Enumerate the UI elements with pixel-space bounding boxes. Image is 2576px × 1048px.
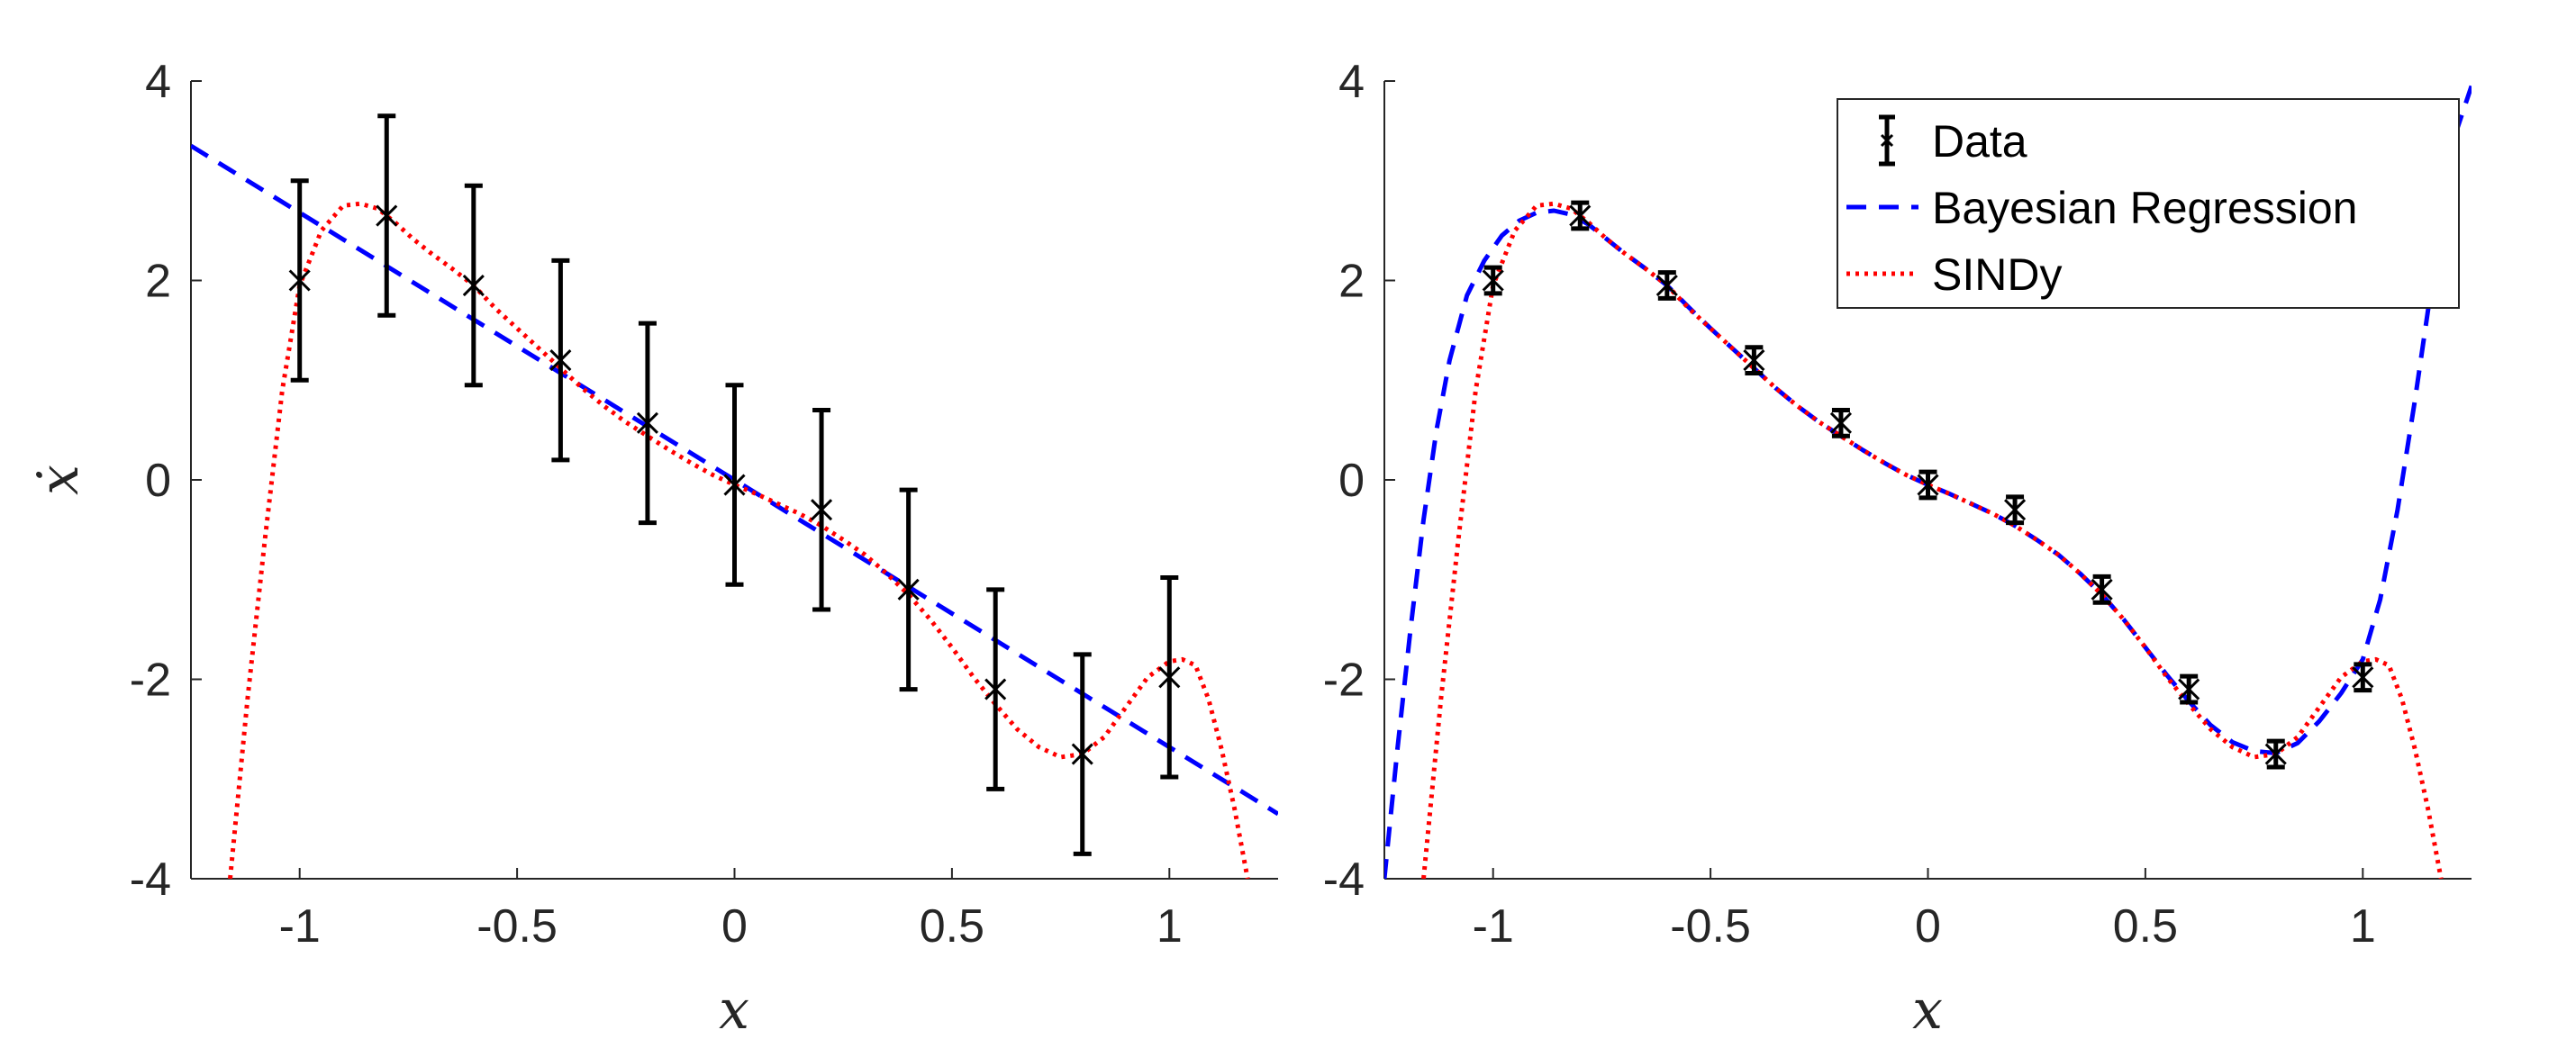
y-tick-label: 4 (1338, 56, 1365, 108)
x-tick-label: 0 (721, 900, 748, 953)
data-point (723, 383, 746, 587)
data-marker (549, 349, 572, 372)
sindy-line (1421, 201, 2444, 879)
data-marker (1829, 411, 1853, 434)
left-x-axis-label: x (719, 979, 749, 1042)
data-marker (897, 578, 920, 601)
data-point (288, 178, 311, 383)
data-point (810, 407, 833, 612)
data-marker (723, 474, 746, 496)
data-marker (1071, 743, 1093, 765)
data-point (984, 587, 1007, 791)
legend-label-bayesian-regression: Bayesian Regression (1932, 183, 2358, 233)
data-marker (636, 411, 659, 434)
x-tick-label: 1 (1156, 900, 1183, 953)
left-x-tick-labels: -1 -0.5 0 0.5 1 (279, 900, 1183, 953)
data-point (2352, 662, 2374, 693)
data-marker (984, 678, 1007, 700)
data-point (636, 321, 659, 526)
legend-label-sindy: SINDy (1932, 249, 2062, 300)
x-tick-label: 0.5 (920, 900, 984, 953)
data-point (1743, 345, 1765, 375)
y-tick-label: 0 (1338, 455, 1365, 507)
x-tick-label: 0.5 (2113, 900, 2178, 953)
x-tick-label: -1 (279, 900, 321, 953)
data-point (1569, 200, 1592, 231)
x-tick-label: 0 (1915, 900, 1941, 953)
y-tick-label: 4 (145, 56, 171, 108)
data-marker (462, 274, 485, 297)
data-marker (2091, 578, 2113, 601)
right-axes (1383, 80, 2472, 880)
sindy-line (228, 201, 1250, 879)
left-y-axis-label: ẋ (28, 465, 91, 495)
data-point (1655, 270, 1678, 301)
data-point (1071, 652, 1093, 856)
x-tick-label: -0.5 (1670, 900, 1751, 953)
right-chart-panel: -1 -0.5 0 0.5 1 420-2-4 x Data Bayesian Re (1323, 56, 2472, 1042)
y-tick-label: 0 (145, 455, 171, 507)
right-x-axis-label: x (1912, 979, 1943, 1042)
data-point (2003, 494, 2027, 526)
legend-entry-data: Data (1879, 114, 2027, 167)
y-tick-label: 2 (1338, 256, 1365, 308)
data-point (1158, 575, 1181, 780)
data-marker (376, 204, 398, 227)
data-marker (1158, 666, 1181, 689)
left-chart-panel: -1 -0.5 0 0.5 1 4 2 0 -2 -4 x ẋ (28, 56, 1278, 1042)
data-marker (2264, 743, 2287, 765)
legend-entry-bayesian-regression: Bayesian Regression (1846, 183, 2358, 233)
data-point (1829, 407, 1853, 438)
data-marker (810, 499, 833, 521)
left-y-tick-labels: 4 2 0 -2 -4 (130, 56, 171, 906)
legend-label-data: Data (1932, 116, 2027, 167)
data-point (2178, 673, 2200, 705)
data-point (376, 113, 398, 318)
data-point (2091, 574, 2113, 605)
x-tick-label: 1 (2350, 900, 2376, 953)
data-marker (1917, 474, 1939, 496)
right-x-tick-labels: -1 -0.5 0 0.5 1 (1473, 900, 2376, 953)
data-point (897, 487, 920, 692)
y-tick-label: -4 (1323, 854, 1365, 906)
left-axes (190, 80, 1278, 880)
data-marker (2003, 499, 2027, 521)
data-point (2264, 738, 2287, 770)
right-y-tick-labels: 4 2 0 -2 -4 (1323, 56, 1365, 906)
data-marker (1482, 269, 1504, 292)
data-point (549, 257, 572, 463)
data-marker (1655, 274, 1678, 297)
x-tick-label: -1 (1473, 900, 1514, 953)
bayesian-regression-line (191, 143, 1278, 817)
data-point (462, 183, 485, 388)
left-plot-area (191, 113, 1278, 879)
data-marker (2178, 678, 2200, 700)
y-tick-label: -4 (130, 854, 171, 906)
y-tick-label: -2 (130, 655, 171, 707)
y-tick-label: 2 (145, 256, 171, 308)
y-tick-label: -2 (1323, 655, 1365, 707)
data-marker (1743, 349, 1765, 372)
data-marker (288, 269, 311, 292)
data-point (1917, 469, 1939, 501)
data-point (1482, 265, 1504, 296)
legend-data-symbol (1879, 114, 1895, 167)
x-tick-label: -0.5 (476, 900, 558, 953)
legend-box (1837, 98, 2460, 309)
data-marker (2352, 666, 2374, 689)
right-plot-area (1384, 85, 2472, 879)
data-marker (1569, 204, 1592, 227)
legend: Data Bayesian Regression SINDy (1837, 98, 2460, 309)
legend-entry-sindy: SINDy (1846, 249, 2062, 300)
